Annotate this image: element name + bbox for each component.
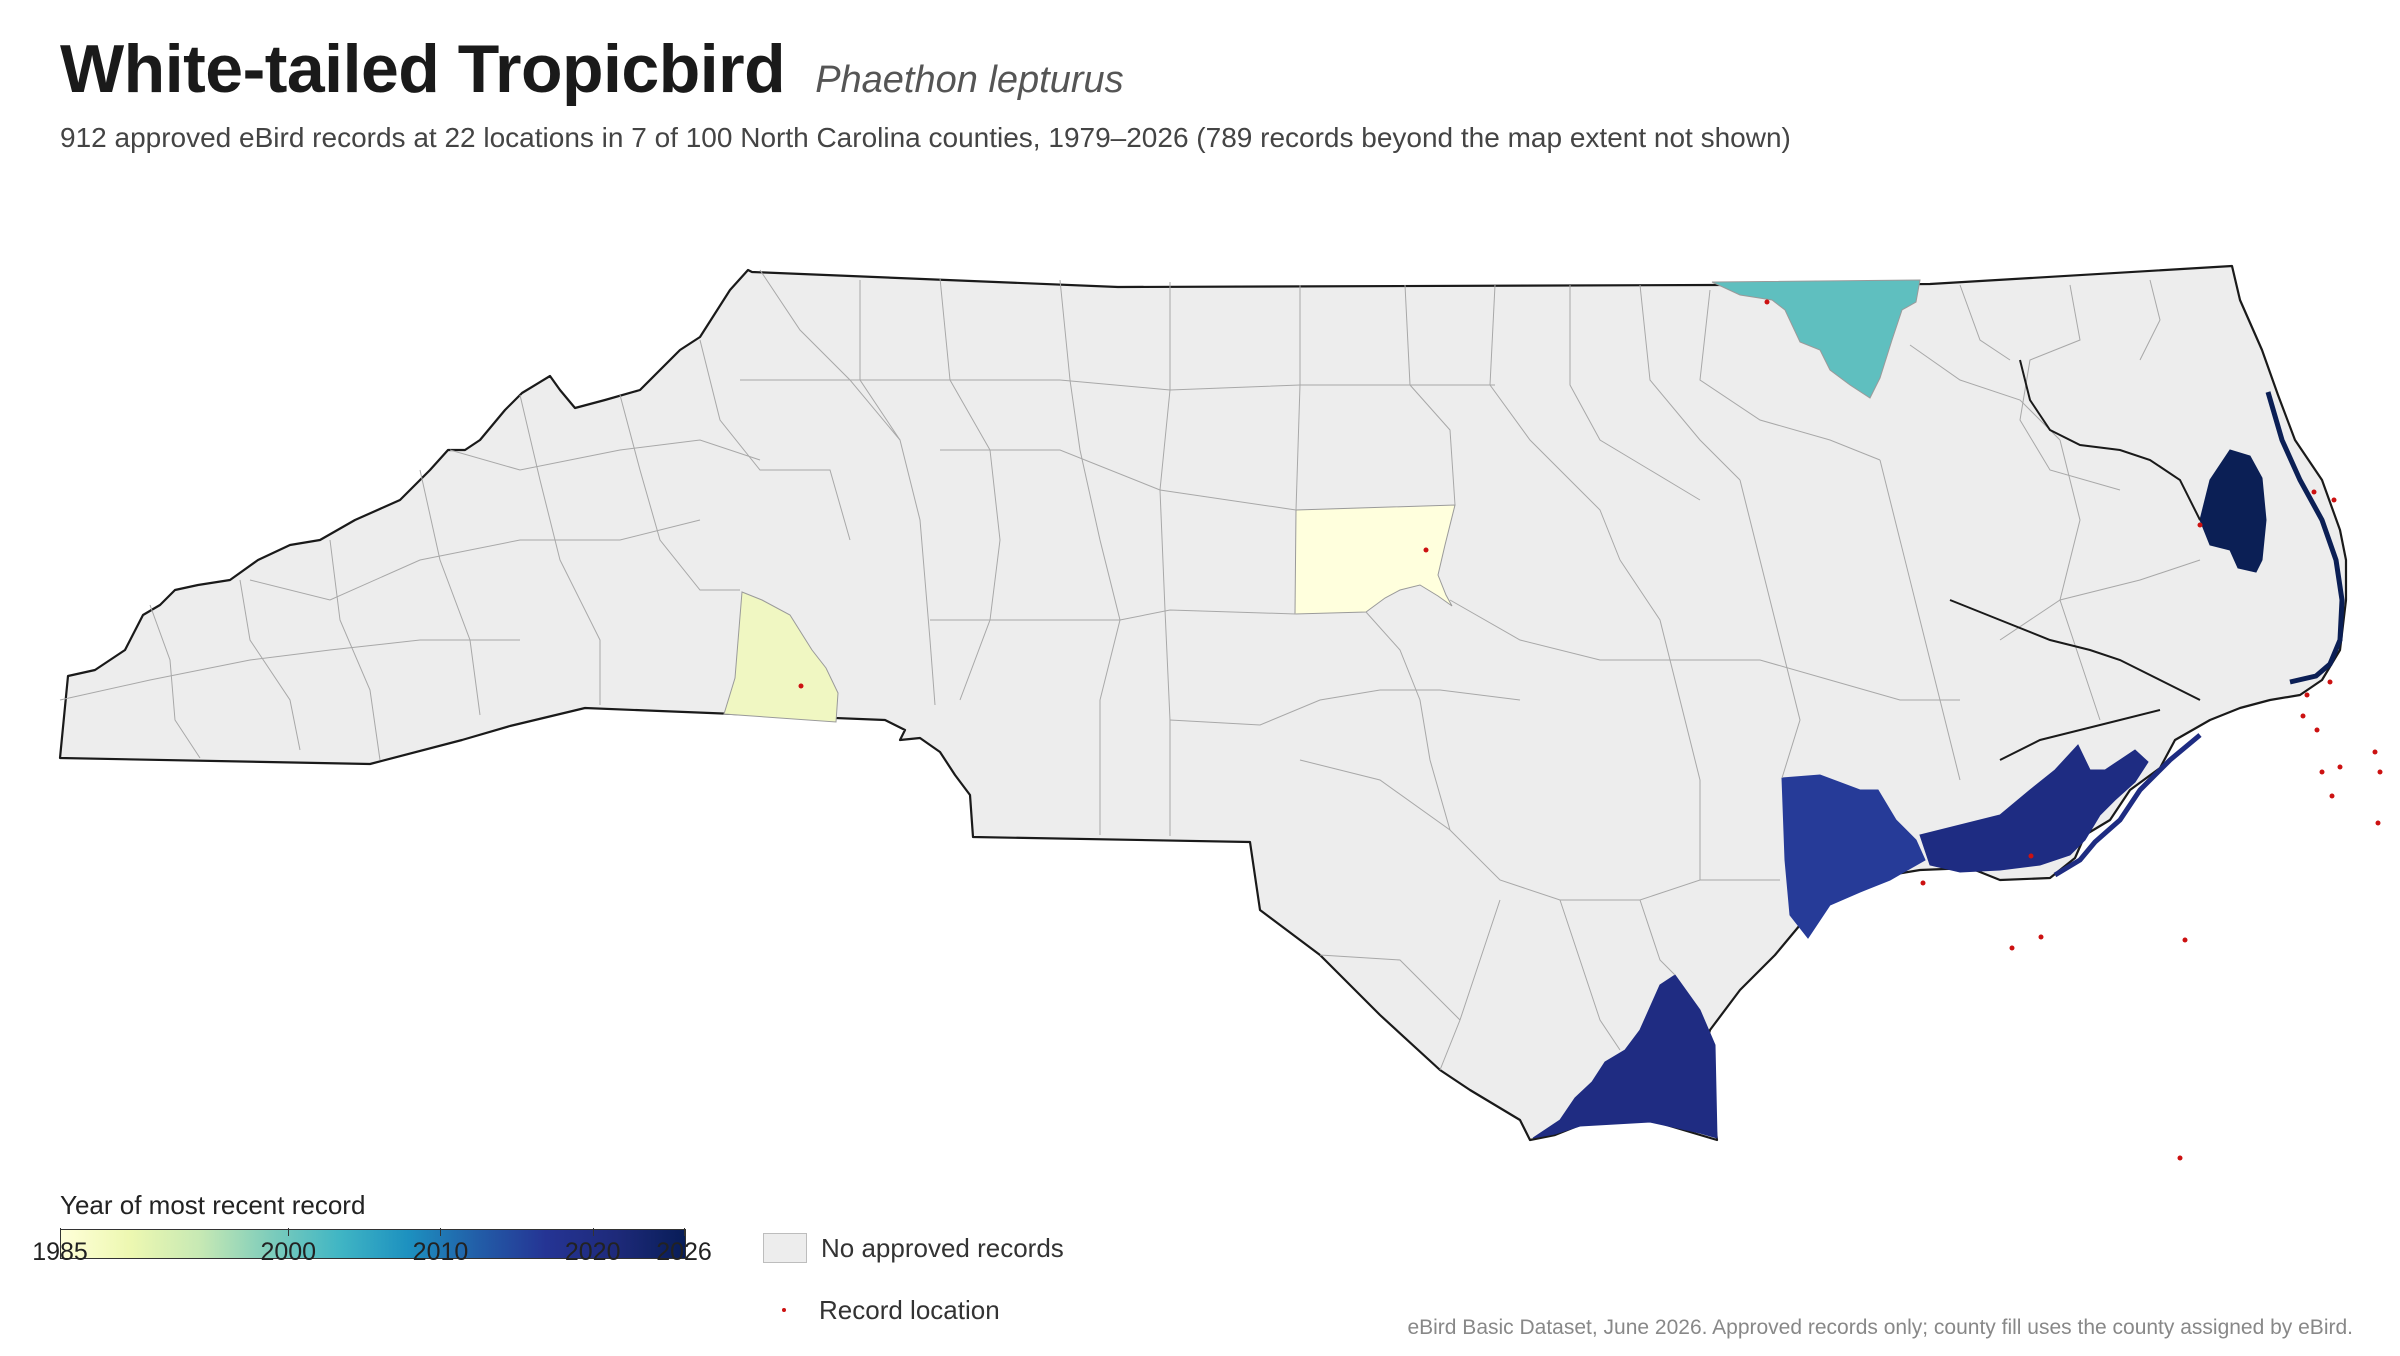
record-dot <box>1764 299 1770 305</box>
record-dot <box>1423 547 1429 553</box>
colorbar-tick-label: 2026 <box>656 1238 712 1266</box>
record-dot <box>2300 713 2306 719</box>
map-header: White-tailed Tropicbird Phaethon lepturu… <box>60 30 2360 154</box>
cleveland-county <box>723 591 839 723</box>
record-dot <box>2331 497 2337 503</box>
record-dot <box>2314 727 2320 733</box>
record-dot <box>2327 679 2333 685</box>
colorbar-tick <box>684 1228 685 1236</box>
colorbar-tick <box>288 1228 290 1236</box>
dare-barrier-island <box>2265 391 2345 685</box>
record-dot <box>2337 764 2343 770</box>
colorbar-tick <box>60 1228 61 1236</box>
legend-title: Year of most recent record <box>60 1190 366 1220</box>
species-title: White-tailed Tropicbird <box>60 31 786 107</box>
record-dot <box>2009 945 2015 951</box>
record-dot <box>2377 769 2383 775</box>
record-dot <box>798 683 804 689</box>
source-note: eBird Basic Dataset, June 2026. Approved… <box>1407 1316 2353 1339</box>
colorbar-tick <box>592 1228 594 1236</box>
onslow-county <box>1781 774 1926 939</box>
state-outline <box>58 264 2348 1142</box>
dare-county <box>2199 449 2267 573</box>
county-boundaries <box>59 269 2201 1071</box>
colorbar-tick-label: 2020 <box>564 1238 621 1266</box>
record-dot <box>2197 522 2203 528</box>
year-legend: Year of most recent record 1985 2000 2010 2… <box>32 1190 712 1266</box>
carteret-county <box>1919 744 2149 873</box>
record-locations <box>798 299 2383 1161</box>
record-dot <box>2182 937 2188 943</box>
carteret-banks <box>2053 733 2202 878</box>
record-dot <box>2372 749 2378 755</box>
no-records-swatch <box>763 1233 807 1263</box>
record-dot <box>2177 1155 2183 1161</box>
record-dot <box>2329 793 2335 799</box>
record-dot <box>2028 853 2034 859</box>
sound-shorelines <box>1949 359 2201 761</box>
record-location-label: Record location <box>819 1294 1000 1325</box>
colorbar-tick-label: 2010 <box>412 1238 469 1266</box>
no-records-key: No approved records <box>763 1228 1064 1268</box>
record-dot <box>2375 820 2381 826</box>
record-dot <box>2319 769 2325 775</box>
year-colorbar <box>60 1229 686 1259</box>
record-dot <box>2038 934 2044 940</box>
legend-keys: No approved records Record location <box>763 1228 1064 1352</box>
record-dot <box>1920 880 1926 886</box>
colorbar-tick-label: 1985 <box>32 1238 88 1266</box>
title-row: White-tailed Tropicbird Phaethon lepturu… <box>60 30 2360 108</box>
no-records-label: No approved records <box>821 1232 1064 1263</box>
record-dot <box>2311 489 2317 495</box>
map-subtitle: 912 approved eBird records at 22 locatio… <box>60 122 1791 153</box>
scientific-name: Phaethon lepturus <box>815 59 1124 101</box>
northampton-county <box>1711 279 1921 399</box>
colorbar-tick-label: 2000 <box>260 1238 317 1266</box>
colorbar-tick <box>440 1228 442 1236</box>
record-dot <box>2304 692 2310 698</box>
record-location-symbol <box>763 1296 805 1324</box>
record-location-key: Record location <box>763 1290 1064 1330</box>
